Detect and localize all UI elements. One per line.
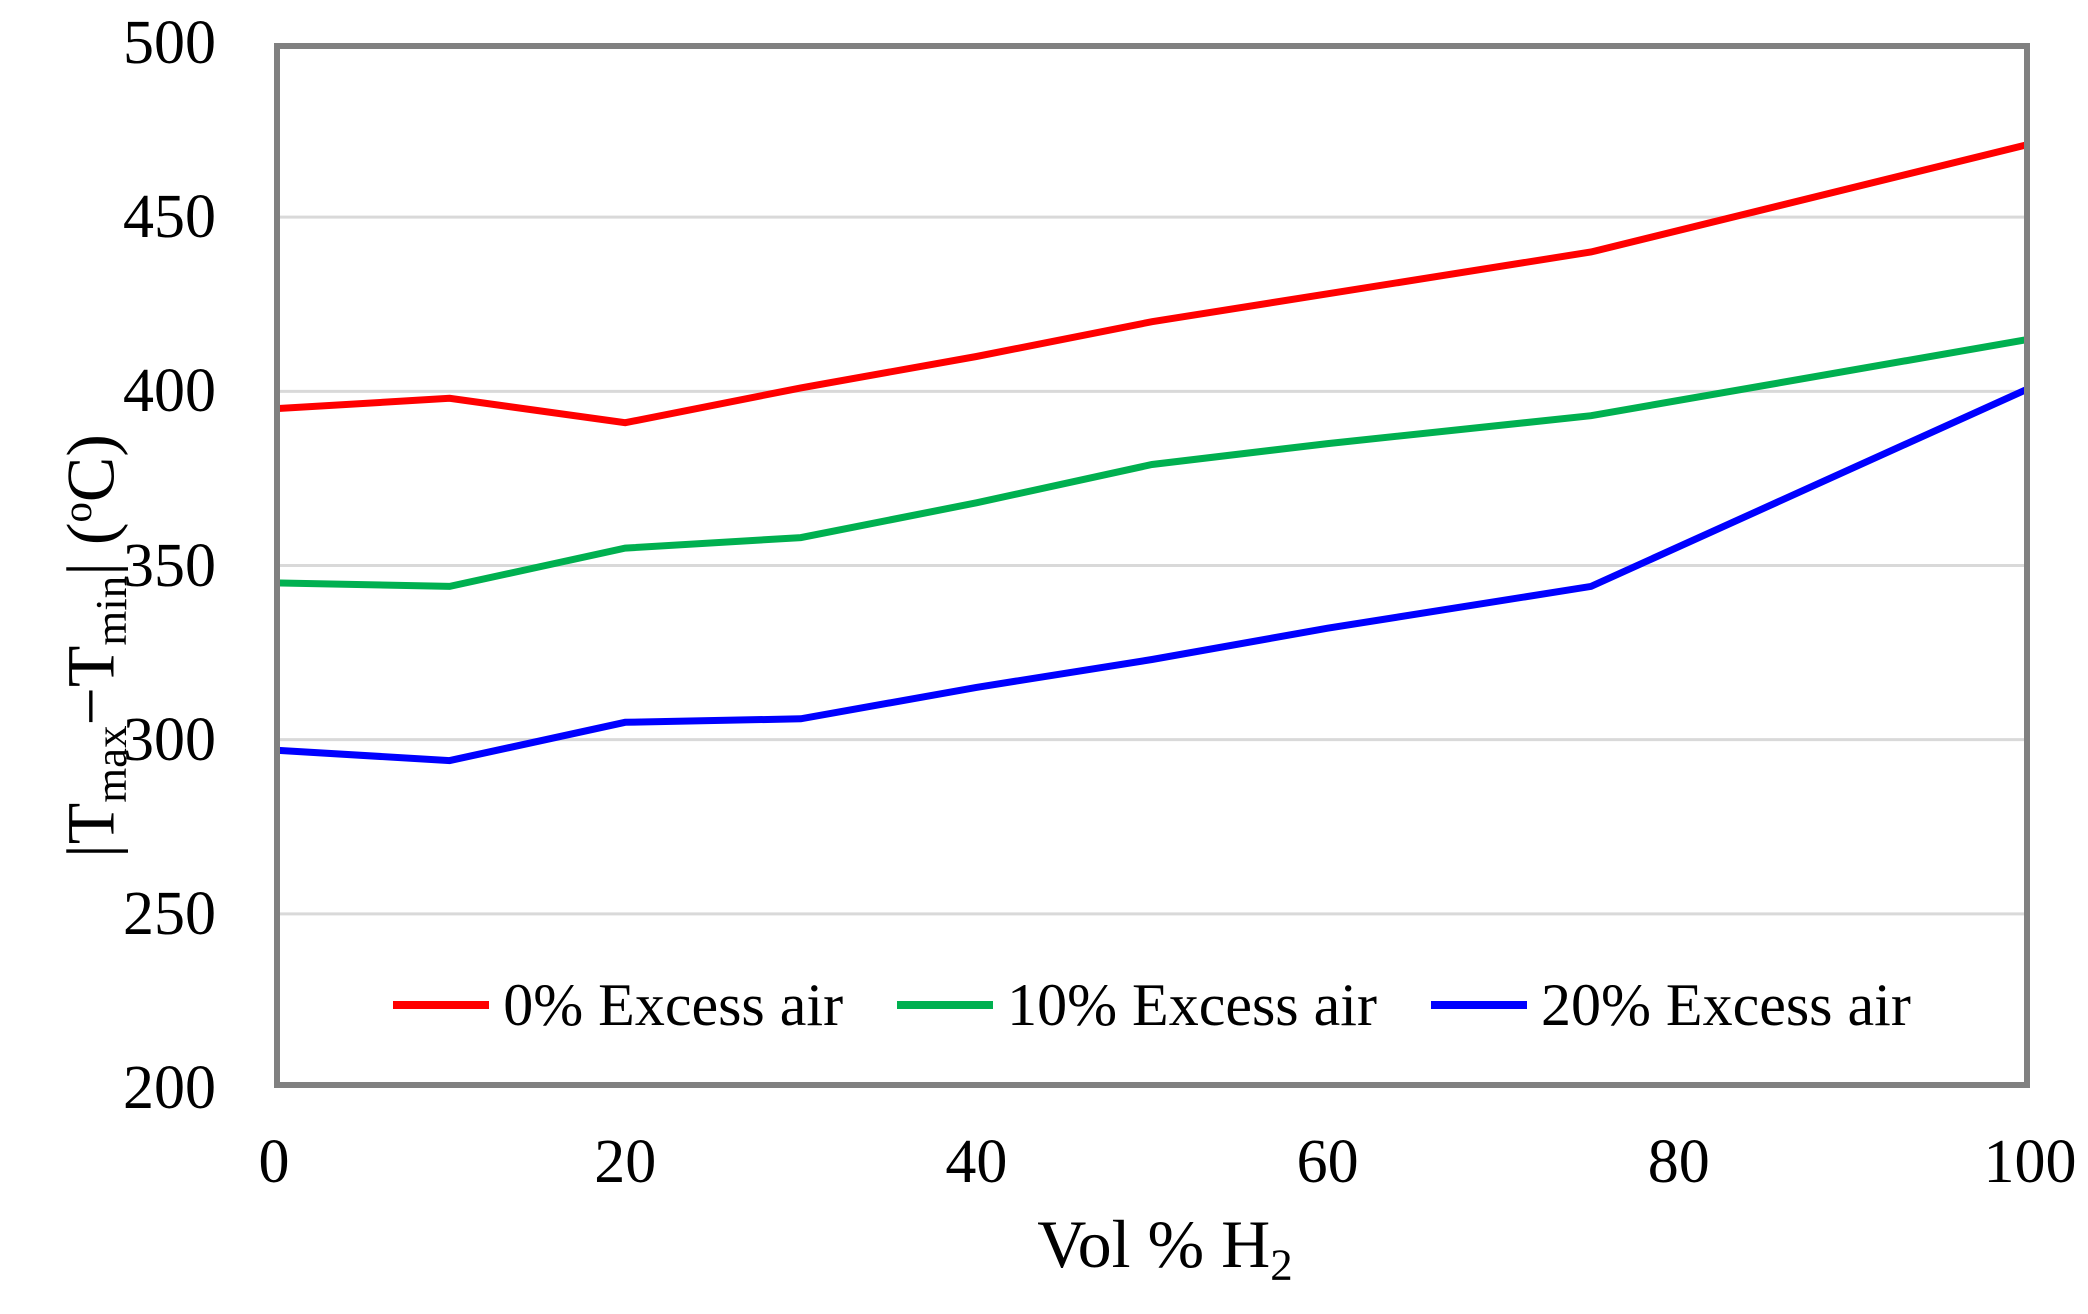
axis-title-segment: C) [52,434,129,503]
y-tick-label-200: 200 [123,1054,216,1122]
series-line-0 [274,140,2030,427]
x-tick-label-20: 20 [594,1128,657,1196]
y-tick-label-500: 500 [123,9,216,77]
legend-line-swatch [1430,1001,1527,1009]
x-tick-label-100: 100 [1983,1128,2077,1196]
legend-item-0: 0% Excess air [393,965,843,1045]
x-axis-title: Vol % H2 [665,1198,1665,1311]
legend-label: 20% Excess air [1540,972,1911,1038]
x-tick-label-40: 40 [945,1128,1008,1196]
plot-area [274,43,2030,1088]
x-tick-label-80: 80 [1647,1128,1710,1196]
series-line-1 [274,335,2030,590]
series-line-2 [274,384,2030,765]
legend-label: 10% Excess air [1007,972,1377,1038]
chart-legend: 0% Excess air 10% Excess air 20% Excess ai… [274,963,2030,1047]
y-tick-label-250: 250 [123,879,216,948]
y-tick-label-400: 400 [123,357,216,426]
y-tick-label-350: 350 [123,531,216,600]
plot-border [274,43,2030,1088]
legend-line-swatch [897,1001,994,1009]
legend-line-swatch [393,1001,490,1009]
y-tick-label-450: 450 [123,183,216,252]
y-tick-label-300: 300 [123,705,216,774]
axis-title-segment: 2 [1270,1239,1293,1290]
axis-title-segment: o [55,502,100,523]
x-tick-label-0: 0 [258,1128,290,1196]
x-tick-label-60: 60 [1296,1128,1359,1196]
legend-item-2: 20% Excess air [1430,965,1911,1045]
axis-title-segment: Vol % H [1037,1206,1271,1282]
legend-item-1: 10% Excess air [897,965,1377,1045]
legend-label: 0% Excess air [503,972,844,1038]
axis-title-segment: |T [52,802,129,858]
